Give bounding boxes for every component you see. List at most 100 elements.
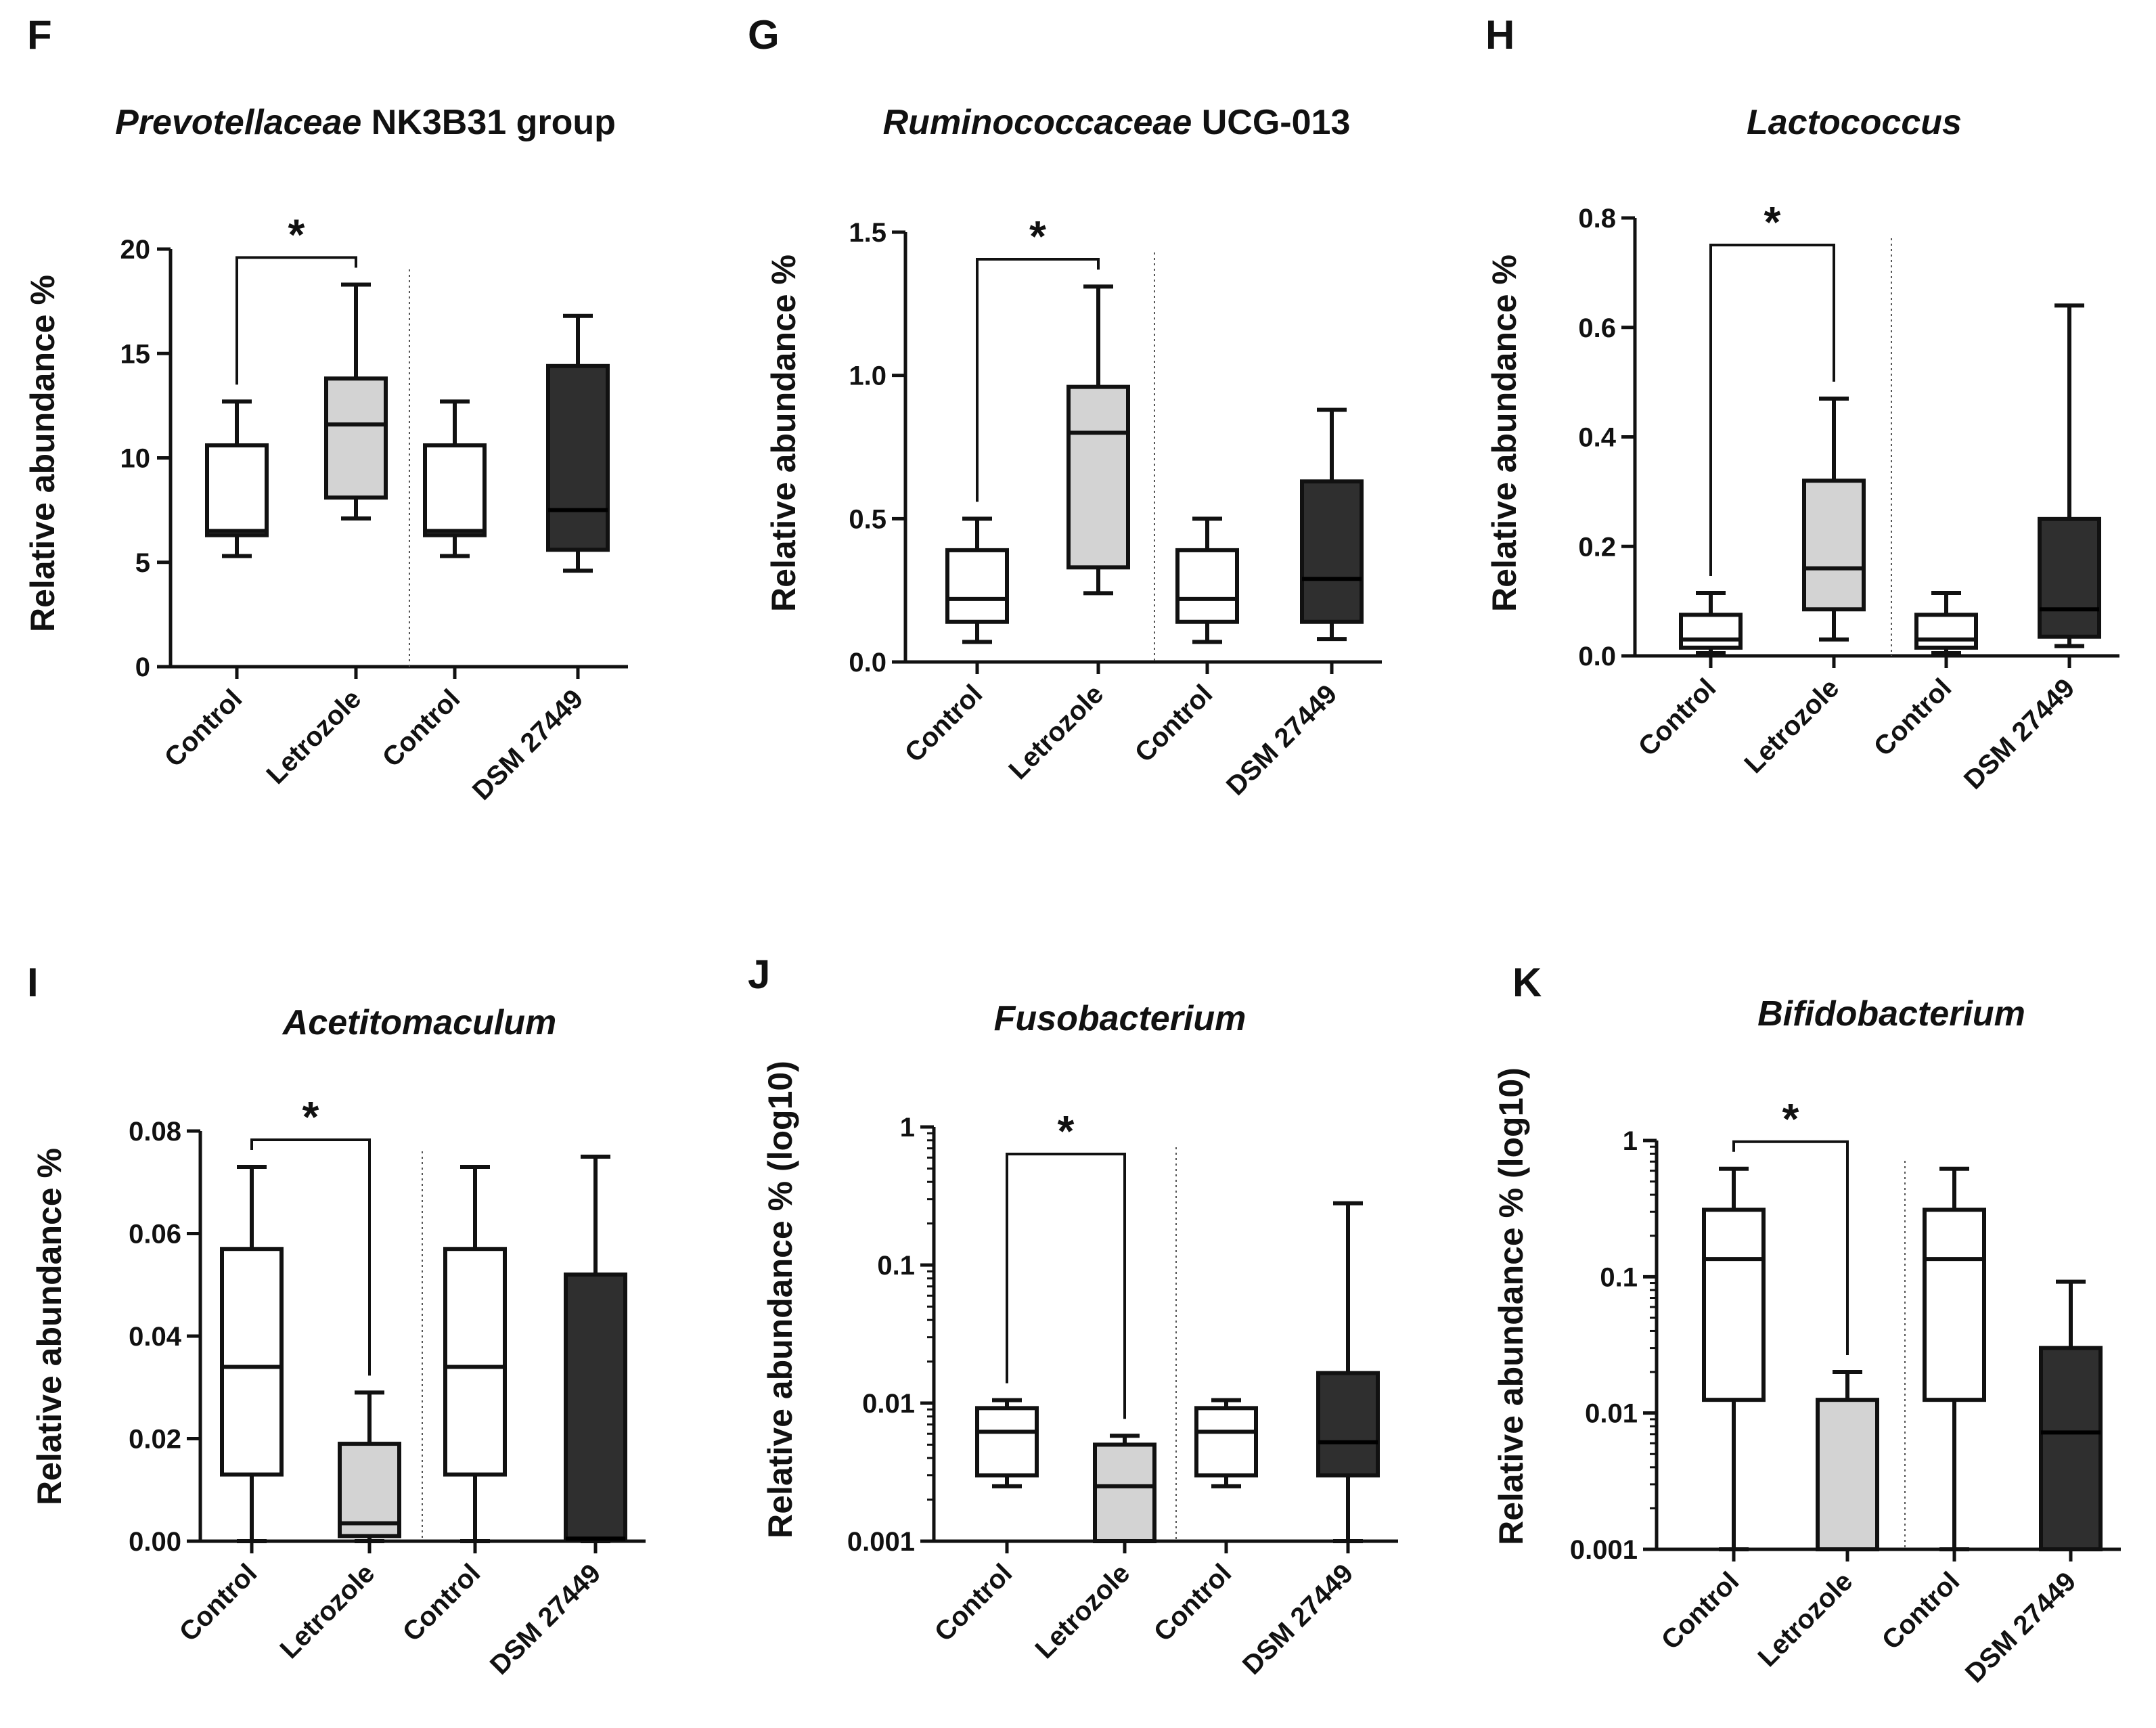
y-tick-label: 0.8	[1578, 204, 1616, 234]
iqr-box	[564, 1272, 627, 1541]
x-tick-label: Letrozole	[275, 1558, 381, 1664]
x-tick-label: Control	[397, 1558, 487, 1647]
chart-title-italic: Bifidobacterium	[1757, 994, 2025, 1034]
iqr-box	[1914, 613, 1978, 650]
box-1-letrozole	[1816, 1370, 1879, 1552]
x-tick-label: Letrozole	[1030, 1558, 1136, 1664]
box-0-control	[205, 399, 269, 558]
chart-title-italic: Ruminococcaceae	[883, 103, 1192, 142]
box-3-dsm-27449	[1300, 407, 1364, 642]
y-tick-label: 0.4	[1578, 423, 1616, 453]
chart-title: Prevotellaceae NK3B31 group	[115, 103, 616, 142]
iqr-box	[1816, 1398, 1879, 1552]
chart-panel-J: J Fusobacterium Relative abundance % (log1…	[748, 952, 1398, 1681]
iqr-box	[1093, 1442, 1156, 1544]
box-1-letrozole	[338, 1390, 401, 1543]
box-3-dsm-27449	[2039, 1279, 2103, 1551]
y-tick-label: 20	[120, 235, 151, 265]
chart-title: Acetitomaculum	[282, 1003, 557, 1042]
x-tick-label: Control	[1633, 673, 1722, 762]
y-tick-label: 0.00	[129, 1527, 181, 1557]
iqr-box	[945, 548, 1009, 624]
significance-bracket	[976, 258, 1100, 502]
box-2-control	[423, 399, 487, 558]
iqr-box	[546, 363, 610, 552]
y-tick-label: 10	[120, 444, 151, 474]
x-tick-label: DSM 27449	[1960, 1566, 2082, 1688]
box-3-dsm-27449	[2038, 303, 2101, 648]
box-2-control	[1923, 1166, 1986, 1551]
chart-title: Lactococcus	[1747, 103, 1962, 142]
x-tick-label: Control	[1656, 1566, 1745, 1656]
x-tick-label: DSM 27449	[1237, 1558, 1359, 1680]
iqr-box	[1679, 613, 1743, 650]
y-tick-label: 0.0	[849, 648, 886, 678]
panel-letter: I	[27, 960, 39, 1005]
chart-title-italic: Prevotellaceae	[115, 103, 361, 142]
box-2-control	[443, 1165, 507, 1543]
box-1-letrozole	[1093, 1434, 1156, 1544]
significance-bracket	[1732, 1140, 1849, 1356]
significance-bracket	[250, 1138, 371, 1376]
y-tick-label: 0.0	[1578, 642, 1616, 671]
chart-title: Bifidobacterium	[1757, 994, 2025, 1034]
x-tick-label: Control	[899, 679, 989, 768]
y-tick-label: 0.04	[129, 1322, 182, 1352]
iqr-box	[1194, 1406, 1258, 1478]
x-tick-label: DSM 27449	[1221, 679, 1343, 801]
iqr-box	[220, 1247, 284, 1477]
significance-star: *	[302, 1092, 319, 1141]
x-tick-label: DSM 27449	[485, 1558, 606, 1680]
y-tick-label: 1	[1623, 1126, 1638, 1156]
significance-star: *	[288, 210, 305, 259]
x-tick-label: Letrozole	[1753, 1566, 1859, 1672]
x-tick-label: Control	[1129, 679, 1219, 768]
iqr-box	[205, 443, 269, 537]
box-0-control	[945, 516, 1009, 644]
x-tick-label: Control	[174, 1558, 263, 1647]
y-axis-label: Relative abundance %	[1485, 254, 1523, 612]
iqr-box	[423, 443, 487, 537]
y-axis-label: Relative abundance %	[30, 1148, 68, 1505]
panel-letter: H	[1485, 12, 1514, 58]
x-tick-label: Control	[929, 1558, 1018, 1647]
x-tick-label: DSM 27449	[1958, 673, 2080, 795]
box-3-dsm-27449	[1316, 1201, 1380, 1543]
panel-letter: F	[27, 12, 52, 58]
significance-star: *	[1782, 1094, 1799, 1143]
y-tick-label: 0.01	[862, 1389, 915, 1419]
chart-panel-H: H Lactococcus Relative abundance % 0.0 0.2 0.…	[1485, 12, 2119, 795]
box-0-control	[975, 1398, 1039, 1488]
iqr-box	[443, 1247, 507, 1477]
box-2-control	[1175, 516, 1239, 644]
significance-bracket	[1006, 1153, 1126, 1419]
chart-title: Ruminococcaceae UCG-013	[883, 103, 1351, 142]
y-tick-label: 1.0	[849, 361, 886, 391]
chart-title-italic: Lactococcus	[1747, 103, 1962, 142]
y-axis-label: Relative abundance % (log10)	[1492, 1067, 1530, 1545]
box-0-control	[1702, 1166, 1766, 1551]
iqr-box	[324, 376, 388, 500]
box-3-dsm-27449	[564, 1154, 627, 1543]
y-tick-label: 0	[135, 652, 150, 682]
box-1-letrozole	[324, 282, 388, 520]
y-tick-label: 0.02	[129, 1425, 181, 1455]
y-tick-label: 0.001	[847, 1527, 915, 1557]
box-1-letrozole	[1802, 396, 1866, 642]
x-tick-label: Letrozole	[1004, 679, 1110, 785]
chart-title-italic: Acetitomaculum	[282, 1003, 557, 1042]
y-tick-label: 1	[900, 1113, 915, 1143]
y-tick-label: 0.5	[849, 504, 886, 534]
y-axis-label: Relative abundance %	[24, 275, 62, 632]
box-3-dsm-27449	[546, 313, 610, 573]
iqr-box	[1923, 1208, 1986, 1402]
significance-bracket	[235, 256, 357, 385]
y-tick-label: 1.5	[849, 218, 886, 248]
significance-star: *	[1764, 198, 1781, 246]
panel-letter: G	[748, 12, 780, 58]
box-0-control	[220, 1165, 284, 1543]
chart-title-italic: Fusobacterium	[994, 999, 1247, 1038]
iqr-box	[975, 1406, 1039, 1478]
y-tick-label: 0.1	[1600, 1262, 1638, 1292]
